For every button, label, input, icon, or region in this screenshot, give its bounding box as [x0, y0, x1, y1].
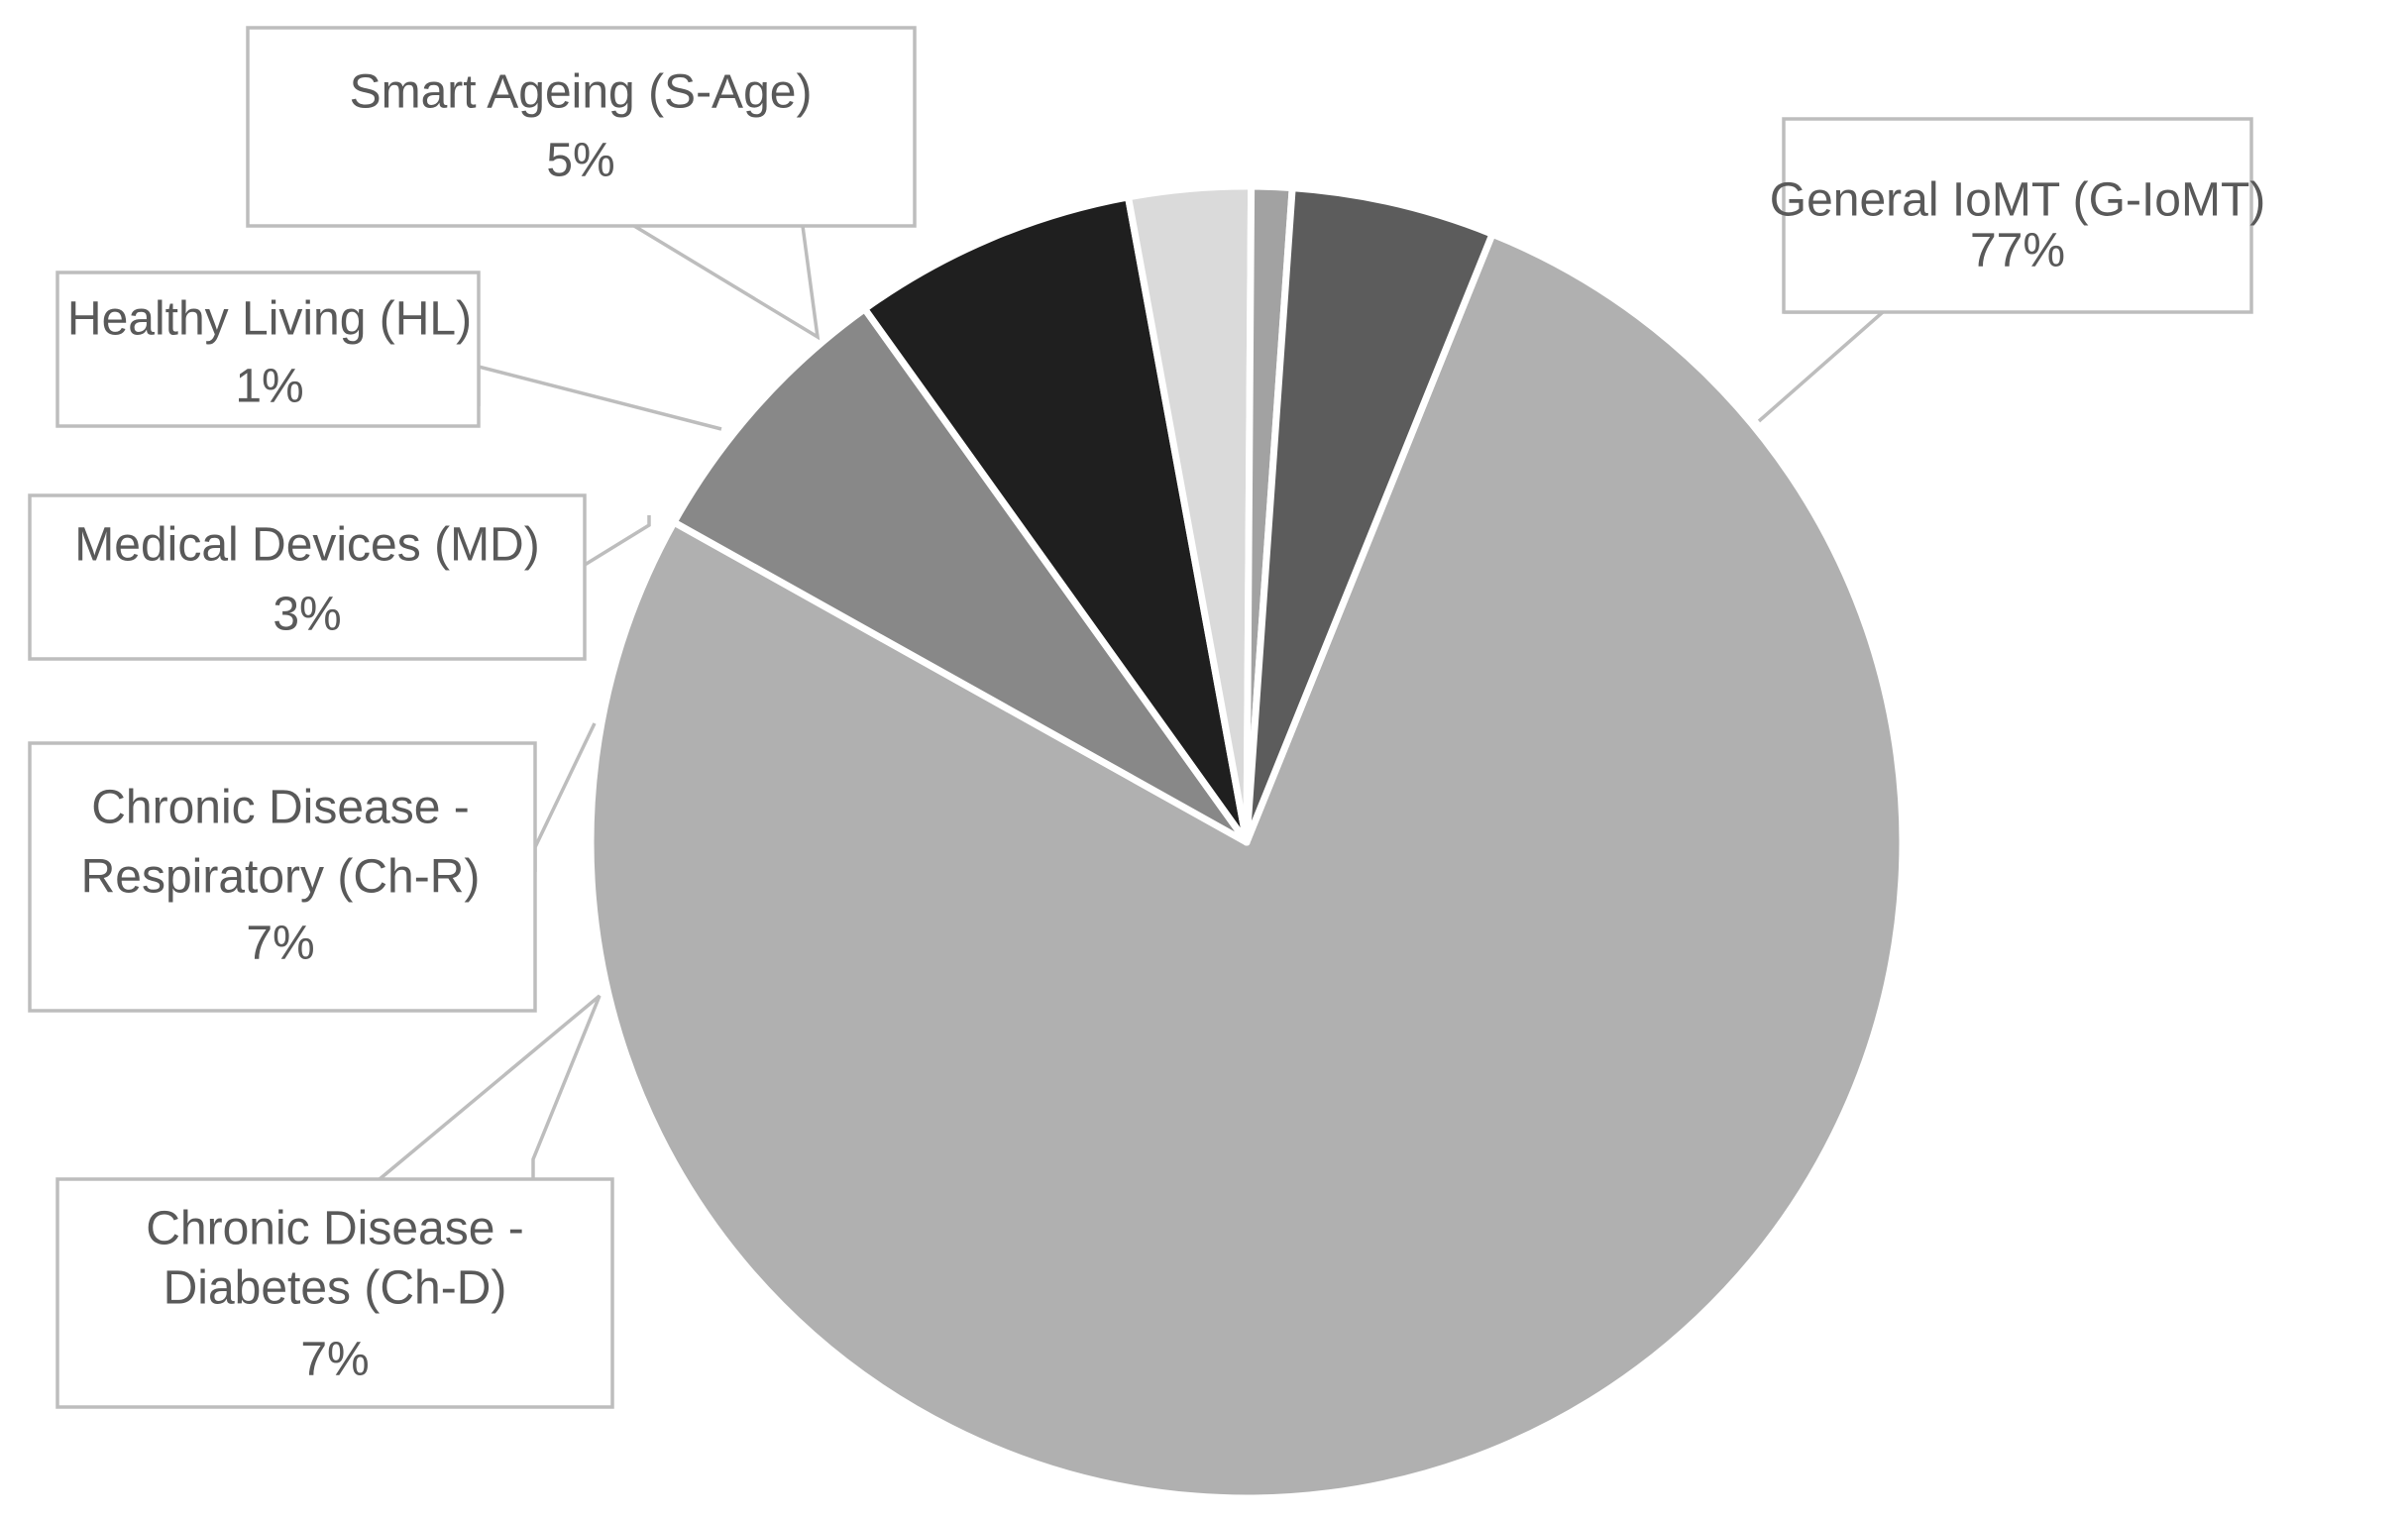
pie-slice-general-iomt-g-iomt [587, 230, 1907, 1502]
data-label-category: Chronic Disease - [91, 782, 469, 834]
data-label-category: Smart Ageing (S-Age) [350, 66, 813, 119]
data-label-value: 1% [235, 361, 303, 413]
callout-labels: General IoMT (G-IoMT)77% Chronic Disease … [28, 26, 2266, 1409]
data-label-value: 3% [273, 589, 341, 641]
callout-healthy-living-hl: Healthy Living (HL) 1% [55, 271, 722, 431]
pie-slices [587, 182, 1907, 1502]
callout-leader-line [378, 994, 602, 1181]
data-label-category: Respiratory (Ch-R) [81, 851, 481, 904]
data-label-category: General IoMT (G-IoMT) [1770, 174, 2266, 227]
callout-box [55, 271, 481, 428]
pie-slice-chronic-disease-respiratory-ch-r [861, 193, 1251, 846]
callout-box [28, 741, 537, 1013]
callout-smart-ageing-s-age: Smart Ageing (S-Age) 5% [246, 26, 917, 341]
callout-leader-line [533, 722, 597, 872]
data-label-value: 77% [1970, 225, 2065, 277]
callout-box [246, 26, 917, 228]
data-label-value: 7% [300, 1334, 369, 1386]
callout-medical-devices-md: Medical Devices (MD) 3% [28, 493, 651, 661]
callout-box [1782, 117, 2253, 314]
pie-slice-smart-ageing-s-age [1243, 184, 1496, 846]
callout-chronic-disease-diabetes-ch-d: Chronic Disease - Diabetes (Ch-D) 7% [55, 994, 614, 1409]
data-label-category: Diabetes (Ch-D) [164, 1262, 507, 1315]
data-label-category: Chronic Disease - [146, 1203, 523, 1255]
pie-slice-chronic-disease-diabetes-ch-d [670, 305, 1251, 846]
callout-chronic-disease-respiratory-ch-r: Chronic Disease - Respiratory (Ch-R) 7% [28, 722, 597, 1013]
callout-leader-line [1757, 310, 1888, 423]
callout-leader-line [584, 515, 651, 567]
data-label-value: 7% [246, 918, 314, 970]
callout-leader-line [633, 224, 821, 341]
callout-general-iomt-g-iomt: General IoMT (G-IoMT)77% [1757, 117, 2266, 423]
data-label-category: Medical Devices (MD) [74, 519, 539, 572]
callout-box [55, 1177, 614, 1409]
data-label-value: 5% [546, 135, 614, 187]
callout-leader-line [477, 364, 722, 431]
data-label-category: Healthy Living (HL) [67, 293, 472, 346]
callout-box [28, 493, 587, 661]
